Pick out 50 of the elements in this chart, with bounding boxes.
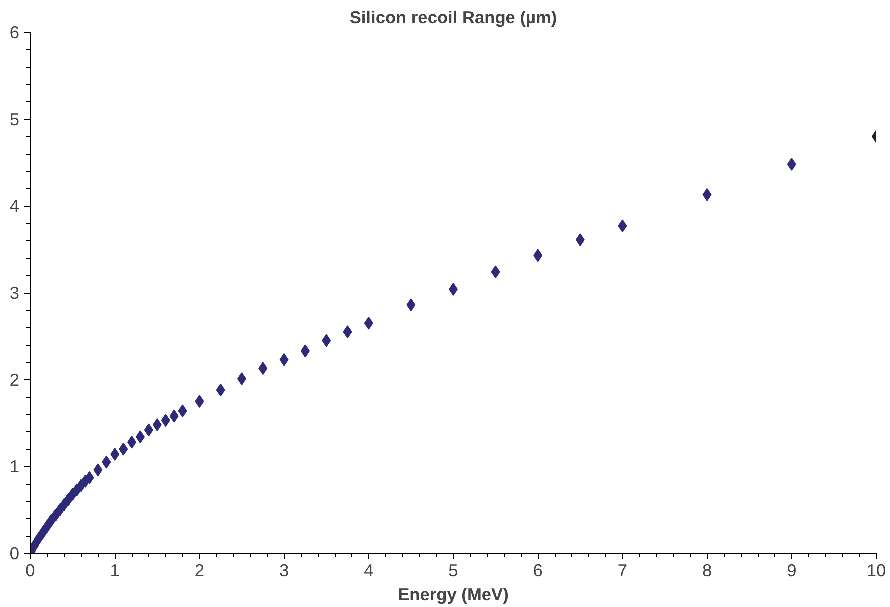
x-tick-label: 1: [110, 560, 120, 580]
point: [170, 410, 179, 423]
point: [702, 188, 712, 202]
point: [364, 316, 374, 330]
point: [534, 249, 543, 262]
x-tick-label: 5: [448, 560, 458, 580]
point: [42, 520, 52, 534]
point: [119, 442, 128, 456]
point: [94, 464, 103, 477]
x-tick-label: 3: [279, 560, 290, 580]
point: [576, 234, 585, 247]
point: [216, 384, 226, 397]
point: [38, 526, 48, 540]
x-tick-label: 6: [533, 560, 543, 580]
x-tick-label: 0: [26, 560, 36, 580]
x-tick-label: 7: [618, 560, 628, 580]
point: [618, 220, 628, 233]
y-tick-label: 4: [10, 196, 20, 216]
point: [136, 430, 145, 444]
x-tick-label: 8: [702, 560, 712, 580]
point: [152, 418, 162, 432]
x-axis-title: Energy (MeV): [398, 584, 509, 604]
chart-title: Silicon recoil Range (µm): [350, 8, 558, 28]
point: [280, 353, 289, 366]
y-tick-label: 5: [10, 109, 20, 130]
point: [178, 404, 188, 418]
point: [258, 362, 268, 376]
point: [144, 424, 154, 437]
y-tick-label: 2: [10, 370, 20, 390]
x-tick-label: 4: [364, 560, 374, 580]
point: [406, 298, 416, 312]
point: [343, 326, 352, 339]
point: [491, 266, 500, 279]
point: [195, 395, 204, 408]
point: [300, 344, 310, 358]
point: [322, 334, 332, 348]
x-tick-label: 10: [866, 560, 886, 580]
y-tick-label: 1: [10, 456, 20, 477]
point: [102, 456, 112, 469]
point: [110, 448, 120, 462]
point: [161, 414, 170, 428]
point: [128, 436, 137, 449]
x-tick-label: 2: [194, 560, 205, 580]
point: [787, 158, 796, 171]
point: [34, 532, 44, 546]
y-tick-label: 6: [10, 22, 20, 42]
y-tick-label: 3: [10, 283, 20, 303]
point: [85, 471, 94, 484]
x-tick-label: 9: [787, 560, 797, 580]
y-tick-label: 0: [10, 544, 20, 564]
